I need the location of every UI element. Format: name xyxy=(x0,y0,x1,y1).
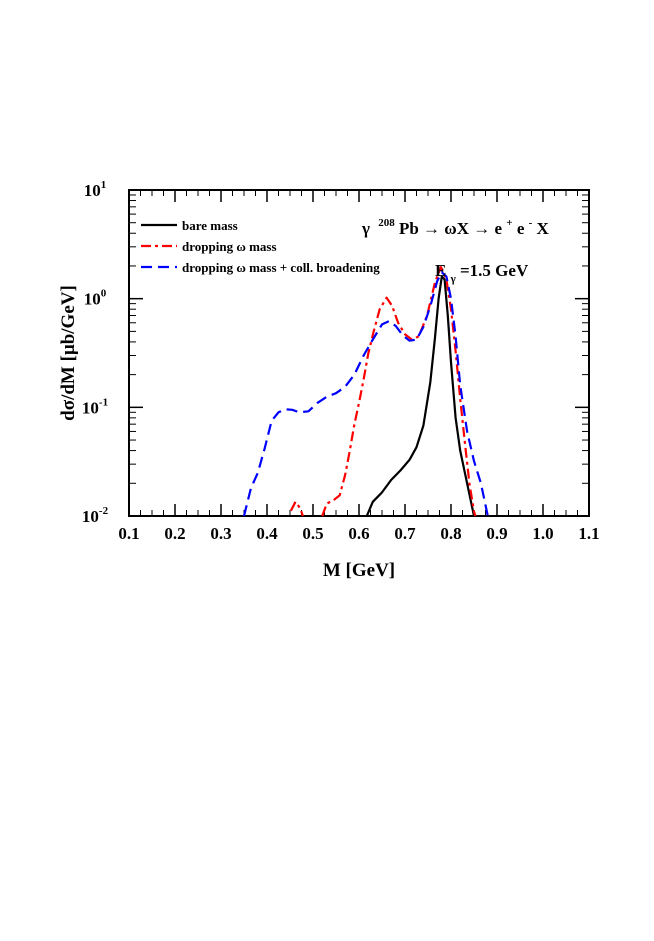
series-line-3 xyxy=(242,271,489,517)
x-tick-label: 0.5 xyxy=(302,524,323,543)
energy-e: E xyxy=(435,261,446,280)
x-tick-label: 1.0 xyxy=(532,524,553,543)
x-tick-label: 1.1 xyxy=(578,524,599,543)
reaction-x: X xyxy=(537,219,550,238)
legend-label-1: bare mass xyxy=(182,218,238,233)
reaction-eminus: - xyxy=(529,217,533,229)
reaction-gamma: γ xyxy=(361,219,370,238)
y-tick-label: 10-1 xyxy=(82,396,108,417)
y-axis-label: dσ/dM [μb/GeV] xyxy=(58,285,79,421)
y-tick-label: 100 xyxy=(84,288,107,309)
reaction-text: Pb → ωX → e xyxy=(399,219,503,238)
x-tick-label: 0.9 xyxy=(486,524,507,543)
legend-label-3: dropping ω mass + coll. broadening xyxy=(182,260,380,275)
x-tick-label: 0.6 xyxy=(348,524,369,543)
series-line-2 xyxy=(289,500,304,517)
energy-value: =1.5 GeV xyxy=(460,261,529,280)
y-tick-label: 101 xyxy=(84,179,107,200)
x-tick-label: 0.4 xyxy=(256,524,278,543)
x-tick-label: 0.7 xyxy=(394,524,416,543)
y-axis-ticks: 10-2 10-1 100 101 xyxy=(82,179,589,526)
series-line-1 xyxy=(365,275,476,517)
reaction-annotation: γ 208 Pb → ωX → e + e - X xyxy=(361,211,550,238)
x-axis-ticks: 0.1 0.2 0.3 0.4 0.5 0.6 0.7 0.8 0.9 1.0 1.1 xyxy=(118,190,600,543)
energy-annotation: E γ =1.5 GeV xyxy=(435,261,529,286)
x-tick-label: 0.1 xyxy=(118,524,139,543)
series-line-2 xyxy=(321,266,477,517)
x-tick-label: 0.2 xyxy=(164,524,185,543)
reaction-eplus: + xyxy=(506,217,512,229)
energy-subscript: γ xyxy=(450,273,456,285)
series-layer xyxy=(242,266,489,517)
y-tick-label: 10-2 xyxy=(82,505,109,526)
x-tick-label: 0.8 xyxy=(440,524,461,543)
x-axis-label: M [GeV] xyxy=(323,560,395,581)
legend: bare mass dropping ω mass dropping ω mass … xyxy=(141,218,380,275)
x-tick-label: 0.3 xyxy=(210,524,231,543)
legend-label-2: dropping ω mass xyxy=(182,239,277,254)
reaction-e: e xyxy=(517,219,525,238)
reaction-mass-number: 208 xyxy=(378,217,395,229)
